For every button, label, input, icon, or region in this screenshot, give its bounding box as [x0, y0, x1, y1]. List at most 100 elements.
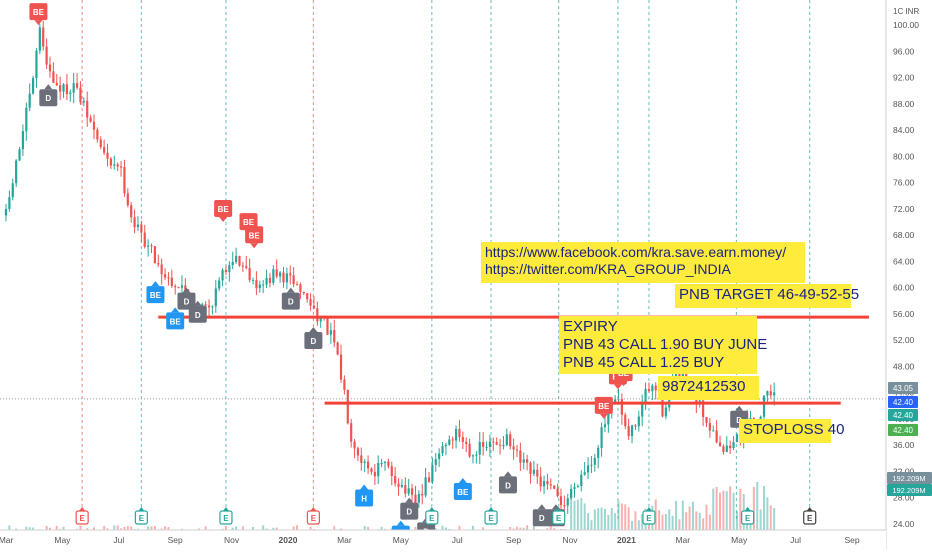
marker-box [355, 489, 374, 507]
price-candles [4, 20, 776, 516]
volume-bar [668, 509, 671, 537]
candle-body [45, 46, 48, 65]
candle-body [106, 152, 109, 159]
candle-body [8, 197, 11, 210]
volume-bar [610, 508, 613, 537]
marker-label: H [361, 495, 367, 504]
volume-bar [671, 515, 674, 537]
volume-bar [614, 513, 617, 537]
candle-body [712, 430, 715, 432]
candle-body [488, 441, 492, 447]
marker-pointer [360, 484, 369, 490]
candle-body [25, 107, 28, 132]
marker-pointer [599, 413, 608, 419]
candle-body [549, 484, 552, 486]
candle-body [258, 284, 261, 289]
event-flag: E [803, 507, 817, 525]
marker-box [304, 332, 323, 349]
signal-marker: D [177, 287, 196, 310]
price-tick-label: 68.00 [893, 230, 915, 240]
currency-label: 1C INR [893, 7, 919, 16]
flag-pointer [488, 507, 495, 511]
candle-body [400, 485, 404, 487]
price-tick-label: 72.00 [893, 204, 915, 214]
candle-body [532, 469, 536, 474]
flag-pointer [744, 507, 751, 511]
candle-body [759, 416, 762, 420]
candle-body [421, 494, 424, 496]
marker-pointer [44, 84, 53, 90]
candle-body [4, 209, 8, 216]
marker-box [245, 226, 264, 244]
signal-marker: BE [214, 200, 233, 222]
price-badge-label: 43.05 [893, 384, 914, 393]
time-axis-bg [0, 530, 886, 550]
volume-bar [715, 486, 718, 537]
event-flag: E [75, 507, 89, 525]
candle-body [769, 391, 772, 396]
candle-body [265, 277, 268, 285]
candle-body [705, 416, 708, 423]
volume-bar [593, 509, 596, 537]
candle-body [461, 437, 464, 442]
candle-body [441, 446, 444, 454]
candle-body [157, 263, 160, 265]
marker-pointer [551, 504, 560, 510]
marker-box [177, 292, 196, 310]
candle-body [336, 342, 339, 355]
candle-body [295, 284, 299, 286]
signal-marker: D [304, 327, 323, 349]
candle-body [35, 50, 38, 79]
flag-pointer [806, 507, 813, 511]
candle-body [566, 498, 569, 506]
marker-pointer [193, 300, 202, 306]
volume-bar [624, 504, 627, 537]
marker-pointer [735, 405, 744, 411]
price-tick-label: 84.00 [893, 125, 915, 135]
candle-body [387, 461, 390, 467]
candle-body [641, 404, 644, 417]
candle-body [366, 461, 370, 469]
candle-body [147, 245, 150, 247]
price-tick-label: 88.00 [893, 99, 915, 109]
candle-body [160, 264, 163, 275]
time-tick-label: May [731, 535, 748, 545]
candle-body [339, 354, 343, 380]
flag-pointer [555, 507, 562, 511]
candle-body [312, 305, 316, 309]
candle-body [75, 83, 79, 88]
candle-body [245, 266, 248, 268]
marker-pointer [309, 327, 318, 332]
candle-body [92, 121, 96, 130]
marker-box [239, 213, 258, 231]
marker-box [281, 292, 300, 310]
candle-body [285, 273, 288, 283]
flag-pointer [79, 507, 86, 511]
candle-body [478, 442, 481, 455]
candle-body [18, 149, 21, 161]
marker-pointer [151, 281, 160, 287]
time-tick-label: 2020 [279, 535, 298, 545]
candle-body [404, 485, 407, 494]
volume-bar [617, 500, 620, 537]
price-tick-label: 80.00 [893, 151, 915, 161]
marker-label: BE [249, 231, 261, 240]
candle-body [133, 217, 136, 228]
volume-bar [587, 513, 590, 537]
candle-body [21, 131, 25, 150]
flag-pointer [310, 507, 317, 511]
candle-body [99, 139, 102, 148]
volume-bar [732, 492, 735, 537]
candle-body [38, 27, 41, 51]
marker-box [146, 286, 165, 304]
candle-body [407, 488, 410, 494]
volume-bar [725, 491, 728, 537]
candle-body [221, 269, 224, 281]
price-tick-label: 32.00 [893, 466, 915, 476]
volume-bar [600, 507, 603, 537]
stoploss-note: STOPLOSS 40 [739, 419, 844, 443]
marker-label: D [288, 298, 294, 307]
marker-label: D [45, 94, 51, 103]
